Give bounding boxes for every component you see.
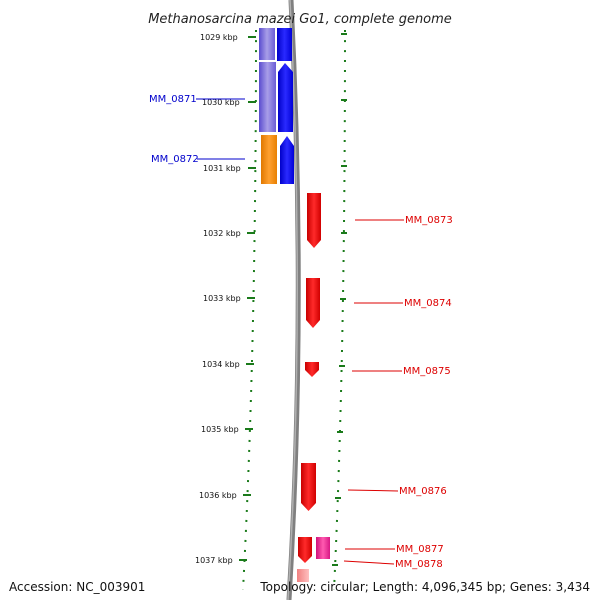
gene-label-mm-0871: MM_0871 [149, 94, 197, 105]
tick-label-1030: 1030 kbp [202, 98, 240, 107]
gene-label-mm-0876: MM_0876 [399, 486, 447, 497]
accession-text: Accession: NC_003901 [9, 580, 146, 594]
gene-label-mm-0872: MM_0872 [151, 154, 199, 165]
tick-label-1032: 1032 kbp [203, 229, 241, 238]
tick-label-1035: 1035 kbp [201, 425, 239, 434]
cds-mm-0871 [278, 63, 293, 132]
right-ticks [332, 33, 347, 566]
tick-label-1034: 1034 kbp [202, 360, 240, 369]
purple-feature-main [259, 62, 276, 132]
cds-mm-0877 [298, 537, 312, 563]
cds-mm-0873 [307, 193, 321, 248]
tick-label-1033: 1033 kbp [203, 294, 241, 303]
map-title: Methanosarcina mazei Go1, complete genom… [148, 12, 452, 27]
gene-label-mm-0874: MM_0874 [404, 298, 452, 309]
ruler-arc-right [333, 29, 346, 591]
gene-label-mm-0873: MM_0873 [405, 215, 453, 226]
cds-mm-0874 [306, 278, 320, 328]
gene-label-mm-0878: MM_0878 [395, 559, 443, 570]
reverse-cds-track [297, 193, 330, 582]
ruler-arc-left [242, 29, 257, 591]
left-ticks [239, 36, 256, 561]
orange-feature [261, 135, 277, 184]
right-callouts [343, 219, 404, 565]
tick-label-1037: 1037 kbp [195, 556, 233, 565]
cds-mm-0875 [305, 362, 319, 377]
genome-backbone [286, 0, 301, 600]
gene-label-mm-0875: MM_0875 [403, 366, 451, 377]
gene-label-mm-0877: MM_0877 [396, 544, 444, 555]
cds-mm-0872 [280, 136, 294, 184]
tick-label-1029: 1029 kbp [200, 33, 238, 42]
magenta-feature [316, 537, 330, 559]
tick-label-1031: 1031 kbp [203, 164, 241, 173]
purple-feature-top [259, 28, 275, 60]
cds-mm-0876 [301, 463, 316, 511]
left-callouts [196, 98, 245, 160]
genome-summary-text: Topology: circular; Length: 4,096,345 bp… [260, 580, 590, 594]
cds-partial-bottom [297, 569, 309, 582]
cds-blue-top [277, 28, 292, 61]
feature-track-outer [259, 28, 277, 184]
forward-cds-track [277, 28, 294, 184]
tick-label-1036: 1036 kbp [199, 491, 237, 500]
